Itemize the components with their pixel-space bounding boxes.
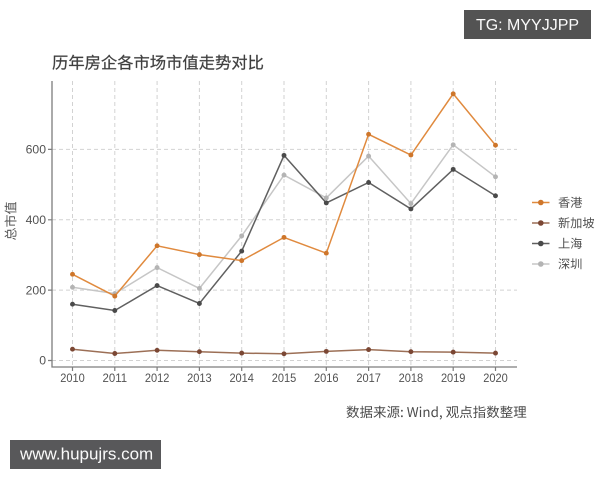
svg-text:2015: 2015 xyxy=(272,371,297,385)
svg-text:2016: 2016 xyxy=(314,371,339,385)
svg-text:600: 600 xyxy=(26,143,47,157)
svg-text:2014: 2014 xyxy=(229,371,254,385)
svg-text:2013: 2013 xyxy=(187,371,212,385)
svg-text:2012: 2012 xyxy=(145,371,170,385)
svg-text:TG: MYYJJPP: TG: MYYJJPP xyxy=(476,17,579,34)
svg-text:2011: 2011 xyxy=(103,371,128,385)
svg-text:2017: 2017 xyxy=(356,371,381,385)
svg-text:200: 200 xyxy=(26,283,47,297)
svg-text:2010: 2010 xyxy=(60,371,85,385)
svg-text:2020: 2020 xyxy=(483,371,508,385)
svg-text:www.hupujrs.com: www.hupujrs.com xyxy=(19,445,153,464)
svg-text:400: 400 xyxy=(26,213,47,227)
svg-text:2018: 2018 xyxy=(399,371,424,385)
svg-text:2019: 2019 xyxy=(441,371,466,385)
svg-text:0: 0 xyxy=(39,354,46,368)
